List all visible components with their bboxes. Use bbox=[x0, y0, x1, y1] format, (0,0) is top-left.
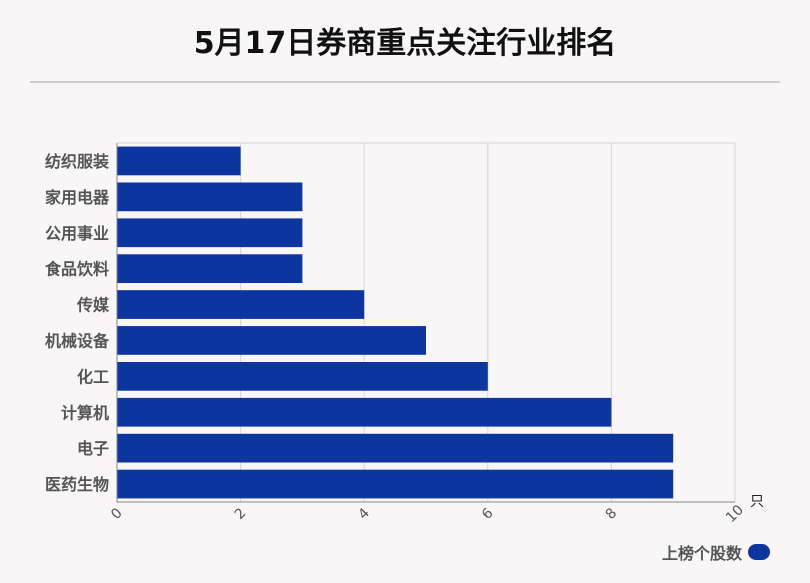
bar[interactable] bbox=[117, 182, 303, 212]
bar[interactable] bbox=[117, 254, 303, 284]
chart-title: 5月17日券商重点关注行业排名 bbox=[193, 26, 617, 61]
x-tick-label: 8 bbox=[603, 505, 621, 523]
category-label: 公用事业 bbox=[45, 224, 109, 243]
category-label: 家用电器 bbox=[45, 188, 110, 207]
legend-label: 上榜个股数 bbox=[661, 544, 742, 563]
x-tick-label: 2 bbox=[232, 505, 250, 523]
category-label: 化工 bbox=[77, 367, 109, 386]
x-tick-label: 0 bbox=[108, 505, 126, 523]
bar[interactable] bbox=[117, 361, 488, 391]
legend-swatch bbox=[748, 544, 770, 560]
category-label: 纺织服装 bbox=[45, 152, 109, 171]
x-tick-label: 10 bbox=[723, 502, 747, 526]
tick-labels: 0 2 4 6 8 10 bbox=[108, 502, 747, 526]
bar[interactable] bbox=[117, 326, 426, 355]
x-tick-label: 4 bbox=[355, 505, 373, 523]
category-label: 机械设备 bbox=[45, 331, 110, 350]
bar[interactable] bbox=[117, 218, 303, 248]
bar[interactable] bbox=[117, 290, 365, 319]
x-axis-unit-label: 只 bbox=[750, 494, 764, 510]
bar[interactable] bbox=[117, 397, 612, 427]
axes bbox=[116, 143, 735, 503]
category-label: 电子 bbox=[77, 439, 109, 458]
category-label: 计算机 bbox=[61, 403, 109, 422]
category-label: 传媒 bbox=[76, 296, 110, 315]
title-divider bbox=[30, 81, 780, 83]
category-label: 医药生物 bbox=[45, 475, 109, 494]
legend[interactable]: 上榜个股数 bbox=[662, 540, 770, 564]
bar[interactable] bbox=[117, 469, 674, 499]
bar[interactable] bbox=[117, 433, 674, 463]
bars bbox=[117, 146, 674, 499]
category-label: 食品饮料 bbox=[44, 260, 109, 279]
bar[interactable] bbox=[117, 146, 241, 176]
x-tick-label: 6 bbox=[479, 505, 497, 523]
